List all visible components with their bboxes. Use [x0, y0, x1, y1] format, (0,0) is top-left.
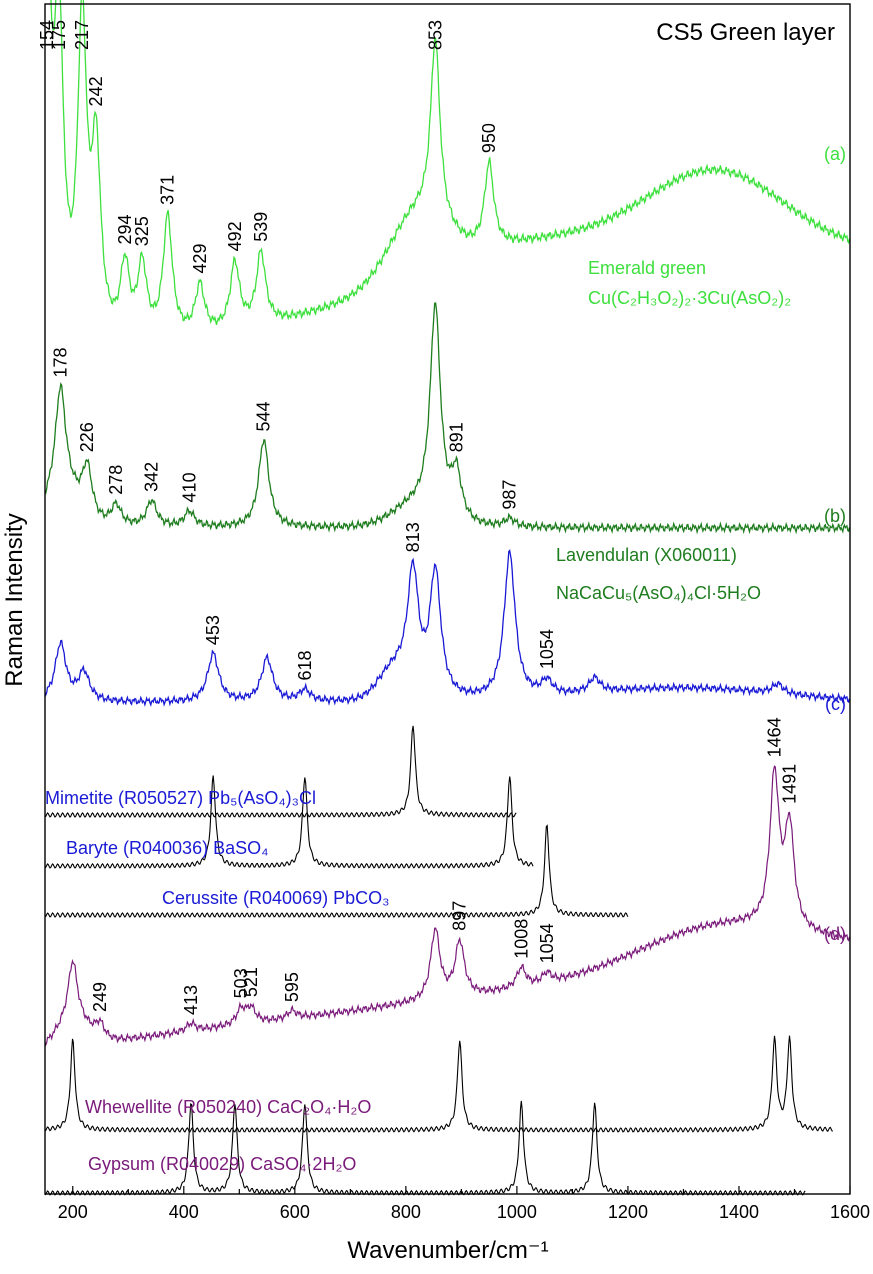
peak-label-d-413: 413	[181, 985, 201, 1015]
peak-label-b-226: 226	[77, 422, 97, 452]
peak-label-a-325: 325	[132, 216, 152, 246]
plot-area	[44, 0, 851, 1196]
peak-label-d-897: 897	[450, 901, 470, 931]
plot-frame	[44, 3, 851, 1195]
peak-label-c-813: 813	[403, 522, 423, 552]
reference-spectrum-2	[44, 824, 629, 918]
series-description-b-0: Lavendulan (X060011)	[556, 545, 737, 565]
x-tick-label-800: 800	[391, 1202, 421, 1222]
x-tick-label-200: 200	[58, 1202, 88, 1222]
x-axis-label: Wavenumber/cm⁻¹	[347, 1237, 548, 1264]
peak-label-b-342: 342	[142, 462, 162, 492]
reference-label-0: Mimetite (R050527) Pb₅(AsO₄)₃Cl	[45, 788, 316, 808]
x-tick-label-400: 400	[169, 1202, 199, 1222]
peak-label-a-371: 371	[158, 175, 178, 205]
peak-label-c-618: 618	[295, 650, 315, 680]
reference-spectrum-1	[44, 775, 534, 869]
series-b-line	[44, 302, 851, 535]
series-name-d: (d)	[824, 924, 846, 944]
peak-label-b-987: 987	[500, 480, 520, 510]
peak-label-d-521: 521	[241, 967, 261, 997]
peak-label-a-217: 217	[72, 20, 92, 50]
peak-label-d-1464: 1464	[764, 717, 784, 757]
peak-label-d-1491: 1491	[780, 764, 800, 804]
series-description-b-1: NaCaCu₅(AsO₄)₄Cl·5H₂O	[556, 583, 761, 603]
reference-spectrum-0	[44, 725, 517, 818]
series-a-line	[50, 0, 851, 326]
reference-spectrum-3	[44, 1035, 834, 1133]
peak-label-a-539: 539	[251, 212, 271, 242]
chart-title: CS5 Green layer	[656, 19, 835, 46]
peak-label-b-278: 278	[106, 465, 126, 495]
reference-label-3: Whewellite (R050240) CaC₂O₄·H₂O	[85, 1097, 371, 1117]
peak-label-d-1054: 1054	[537, 923, 557, 963]
reference-label-1: Baryte (R040036) BaSO₄	[66, 838, 268, 858]
series-name-a: (a)	[824, 144, 846, 164]
peak-label-b-891: 891	[446, 422, 466, 452]
x-tick-label-600: 600	[280, 1202, 310, 1222]
x-axis: 200 400 600 800 1000 1200 1400 1600	[58, 1186, 870, 1222]
reference-label-2: Cerussite (R040069) PbCO₃	[162, 888, 389, 908]
series-description-a-0: Emerald green	[588, 258, 706, 278]
x-tick-label-1200: 1200	[608, 1202, 648, 1222]
annotations: (a) Emerald green Cu(C₂H₃O₂)₂·3Cu(AsO₂)₂ 15…	[37, 20, 846, 1174]
peak-label-d-1008: 1008	[511, 919, 531, 959]
x-tick-label-1000: 1000	[497, 1202, 537, 1222]
peak-label-a-175: 175	[49, 20, 69, 50]
peak-label-b-410: 410	[179, 472, 199, 502]
peak-label-d-503: 503	[231, 968, 251, 998]
x-tick-label-1400: 1400	[719, 1202, 759, 1222]
peak-label-a-492: 492	[225, 221, 245, 251]
peak-label-a-429: 429	[190, 243, 210, 273]
series-name-b: (b)	[824, 506, 846, 526]
x-tick-label-1600: 1600	[830, 1202, 870, 1222]
y-axis-label: Raman Intensity	[1, 513, 28, 686]
peak-label-c-1054: 1054	[537, 629, 557, 669]
series-d-line	[44, 765, 850, 1047]
series-description-a-1: Cu(C₂H₃O₂)₂·3Cu(AsO₂)₂	[588, 288, 791, 308]
peak-label-a-853: 853	[425, 20, 445, 50]
peak-label-b-544: 544	[254, 401, 274, 431]
peak-label-c-453: 453	[203, 615, 223, 645]
series-name-c: (c)	[825, 694, 846, 714]
reference-label-4: Gypsum (R040029) CaSO₄·2H₂O	[88, 1154, 356, 1174]
peak-label-d-595: 595	[282, 972, 302, 1002]
peak-label-a-154: 154	[37, 20, 57, 50]
peak-label-d-249: 249	[90, 982, 110, 1012]
peak-label-b-178: 178	[50, 347, 70, 377]
series-c-line	[44, 549, 851, 708]
peak-label-a-242: 242	[86, 76, 106, 106]
peak-label-a-950: 950	[479, 123, 499, 153]
peak-label-a-294: 294	[115, 214, 135, 244]
